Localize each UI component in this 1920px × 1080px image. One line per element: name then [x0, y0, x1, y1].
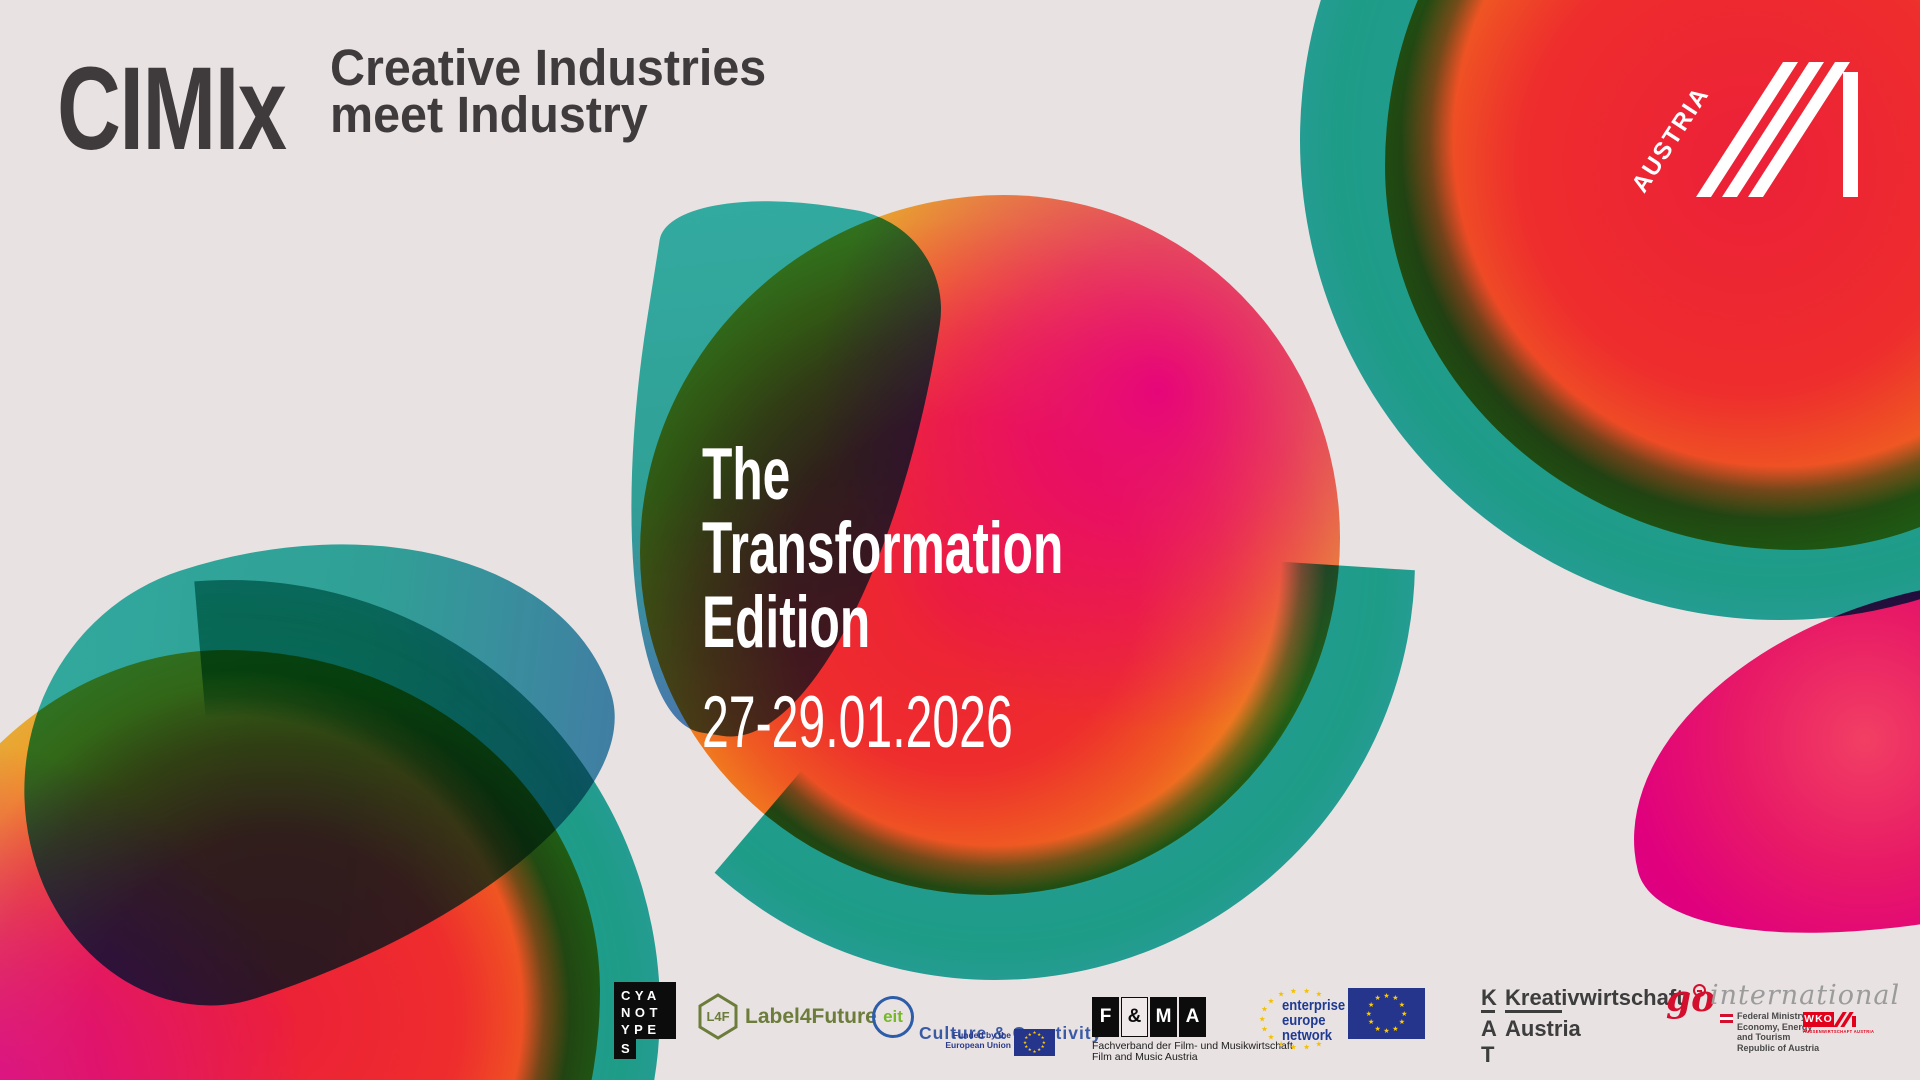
tagline-line1: Creative Industries	[330, 39, 767, 96]
kat-k: K	[1481, 985, 1497, 1010]
star-icon: ★	[1040, 1034, 1045, 1040]
l4f-badge: L4F	[706, 1009, 730, 1024]
star-icon: ★	[1383, 993, 1390, 1001]
fma-letter-boxes: F & M A	[1092, 997, 1206, 1037]
title-line1: The	[702, 434, 791, 515]
star-icon: ★	[1023, 1039, 1028, 1045]
star-icon: ★	[1374, 995, 1381, 1003]
tagline-line2: meet Industry	[330, 86, 648, 143]
title-line2: Transformation	[702, 508, 1064, 589]
fma-letter-f: F	[1092, 997, 1119, 1037]
kat-line	[1505, 1010, 1562, 1013]
kat-a: A	[1481, 1016, 1497, 1041]
event-title: The Transformation Edition	[702, 438, 1233, 660]
go-stamp-icon	[1693, 984, 1706, 997]
star-icon: ★	[1303, 1042, 1310, 1052]
star-icon: ★	[1041, 1039, 1046, 1045]
eu-funding-note: Funded by the European Union	[945, 1030, 1011, 1050]
cyanotypes-row1: CYA	[621, 988, 661, 1003]
ministry-text: Federal Ministry Economy, Energy and Tou…	[1737, 1011, 1820, 1053]
eu-flag: ★ ★ ★ ★ ★ ★ ★ ★ ★ ★ ★ ★	[1348, 988, 1425, 1039]
een-text: enterprise europe network	[1282, 998, 1346, 1044]
star-icon: ★	[1290, 986, 1297, 996]
label4future-label: Label4Future	[745, 1005, 877, 1028]
star-icon: ★	[1290, 1042, 1297, 1052]
cyanotypes-row4: S	[614, 1039, 636, 1059]
star-icon: ★	[1365, 1010, 1372, 1018]
star-icon: ★	[1261, 1004, 1268, 1014]
star-icon: ★	[1267, 996, 1275, 1006]
kat-t: T	[1481, 1042, 1495, 1067]
event-date: 27-29.01.2026	[702, 682, 1013, 763]
star-icon: ★	[1368, 1001, 1375, 1009]
go-international-label: international	[1710, 980, 1901, 1011]
title-line3: Edition	[702, 582, 871, 663]
eit-circle-icon: eit	[872, 996, 914, 1038]
wko-badge: WKO	[1803, 1012, 1834, 1027]
star-icon: ★	[1032, 1048, 1037, 1054]
star-icon: ★	[1277, 989, 1285, 999]
advantage-austria-logo: AUSTRIA	[1627, 52, 1858, 197]
kat-label1: Kreativwirtschaft	[1505, 985, 1684, 1010]
austria-a-icon	[1696, 62, 1858, 197]
star-icon: ★	[1027, 1047, 1032, 1053]
star-icon: ★	[1032, 1030, 1037, 1036]
star-icon: ★	[1401, 1010, 1408, 1018]
star-icon: ★	[1258, 1014, 1266, 1024]
kat-label2: Austria	[1505, 1016, 1581, 1041]
star-icon: ★	[1392, 1025, 1399, 1033]
star-icon: ★	[1374, 1025, 1381, 1033]
star-icon: ★	[1368, 1019, 1375, 1027]
star-icon: ★	[1267, 1032, 1275, 1042]
star-icon: ★	[1037, 1031, 1042, 1037]
star-icon: ★	[1024, 1034, 1029, 1040]
star-icon: ★	[1040, 1044, 1045, 1050]
cyanotypes-row3: YPE	[621, 1022, 661, 1037]
star-icon: ★	[1383, 1027, 1390, 1035]
star-icon: ★	[1277, 1039, 1285, 1049]
eu-flag-icon: ★ ★ ★ ★ ★ ★ ★ ★ ★ ★ ★ ★	[1014, 1029, 1055, 1056]
hexagon-icon	[698, 993, 738, 1040]
go-word: go	[1666, 978, 1716, 1020]
wko-subtitle: AUSSENWIRTSCHAFT AUSTRIA	[1803, 1029, 1875, 1034]
star-icon: ★	[1398, 1019, 1405, 1027]
tagline: Creative Industries meet Industry	[330, 39, 767, 143]
cimix-logo: CIMIx	[57, 43, 287, 175]
enterprise-europe-network-logo: enterprise europe network ★ ★ ★ ★ ★ ★ ★ ★ ★ ★ ★ ★ ★	[1258, 986, 1346, 1052]
wko-bar-icon	[1852, 1016, 1856, 1027]
cyanotypes-box: CYA NOT YPE	[614, 982, 676, 1039]
cyanotypes-row2: NOT	[621, 1005, 662, 1020]
fma-letter-a: A	[1179, 997, 1206, 1037]
austrian-flag-icon	[1720, 1014, 1733, 1023]
fma-letter-m: M	[1150, 997, 1177, 1037]
star-icon: ★	[1024, 1044, 1029, 1050]
star-icon: ★	[1037, 1047, 1042, 1053]
eit-label: Culture & Creativity	[919, 1023, 1103, 1043]
star-icon: ★	[1315, 989, 1323, 999]
star-icon: ★	[1392, 995, 1399, 1003]
star-icon: ★	[1315, 1039, 1323, 1049]
hero: The Transformation Edition 27-29.01.2026	[702, 438, 1233, 760]
star-icon: ★	[1027, 1031, 1032, 1037]
star-icon: ★	[1261, 1024, 1268, 1034]
star-icon: ★	[1398, 1001, 1405, 1009]
fma-letter-amp: &	[1121, 997, 1148, 1037]
star-icon: ★	[1303, 986, 1310, 996]
kat-dash	[1481, 1010, 1495, 1013]
fma-subtitle: Fachverband der Film- und Musikwirtschaf…	[1092, 1040, 1293, 1063]
